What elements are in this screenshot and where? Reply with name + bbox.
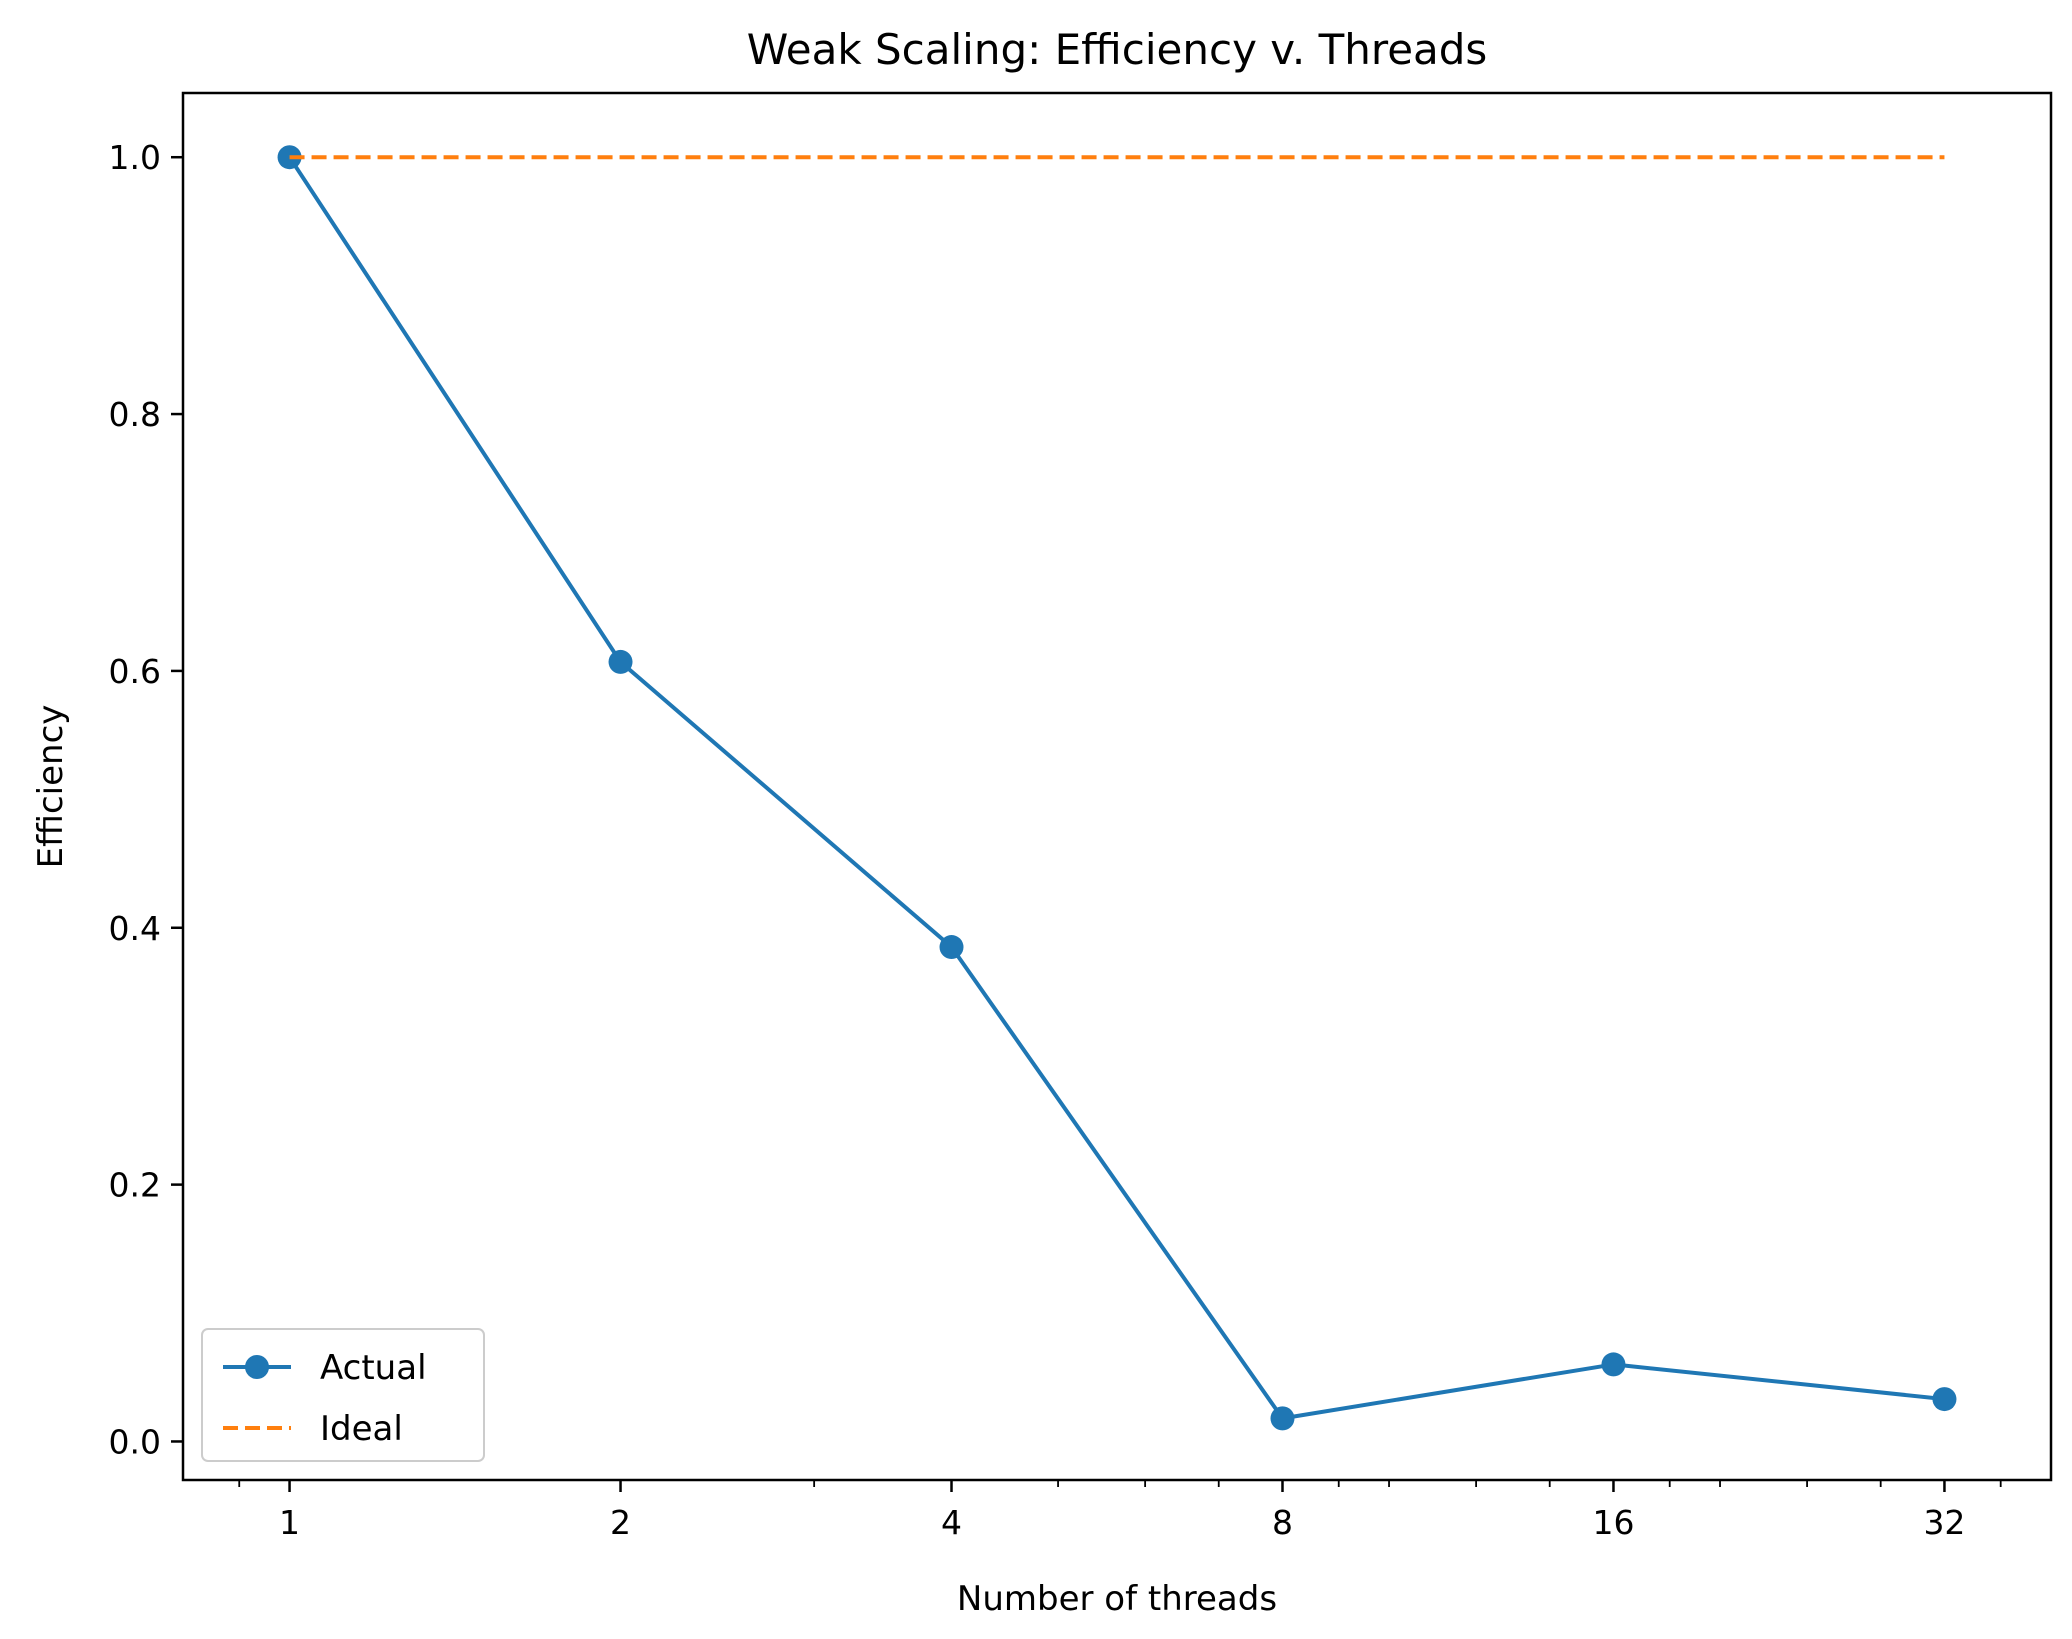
legend: Actual Ideal bbox=[201, 1328, 485, 1462]
legend-actual-label: Actual bbox=[320, 1348, 427, 1388]
series-layer bbox=[277, 145, 1957, 1431]
plot-frame bbox=[181, 91, 2053, 1482]
x-tick-label-0: 1 bbox=[279, 1503, 300, 1542]
series-actual-point-1 bbox=[608, 649, 633, 674]
series-actual-point-3 bbox=[1270, 1406, 1295, 1431]
x-tick-label-4: 16 bbox=[1592, 1503, 1634, 1542]
y-axis-ticks: 0.0 0.2 0.4 0.6 0.8 1.0 bbox=[109, 138, 183, 1461]
y-tick-label-2: 0.4 bbox=[109, 909, 161, 948]
y-tick-label-1: 0.2 bbox=[109, 1166, 161, 1205]
chart-title: Weak Scaling: Efficiency v. Threads bbox=[747, 25, 1488, 74]
y-axis-label: Efficiency bbox=[31, 705, 71, 869]
x-tick-label-3: 8 bbox=[1272, 1503, 1293, 1542]
y-tick-label-5: 1.0 bbox=[109, 138, 161, 177]
series-actual-point-5 bbox=[1932, 1387, 1957, 1412]
legend-ideal-label: Ideal bbox=[320, 1409, 403, 1449]
x-tick-label-5: 32 bbox=[1923, 1503, 1965, 1542]
y-tick-label-4: 0.8 bbox=[109, 395, 161, 434]
y-tick-label-0: 0.0 bbox=[109, 1422, 161, 1461]
x-tick-label-1: 2 bbox=[610, 1503, 631, 1542]
x-axis-label: Number of threads bbox=[957, 1579, 1277, 1619]
series-actual-point-4 bbox=[1601, 1352, 1626, 1377]
legend-actual-marker bbox=[245, 1355, 269, 1379]
series-actual-point-2 bbox=[939, 935, 964, 960]
x-axis-ticks: 1 2 4 8 16 32 bbox=[238, 1480, 2002, 1542]
x-tick-label-2: 4 bbox=[941, 1503, 962, 1542]
y-tick-label-3: 0.6 bbox=[109, 652, 161, 691]
series-actual-line bbox=[287, 156, 1945, 1421]
